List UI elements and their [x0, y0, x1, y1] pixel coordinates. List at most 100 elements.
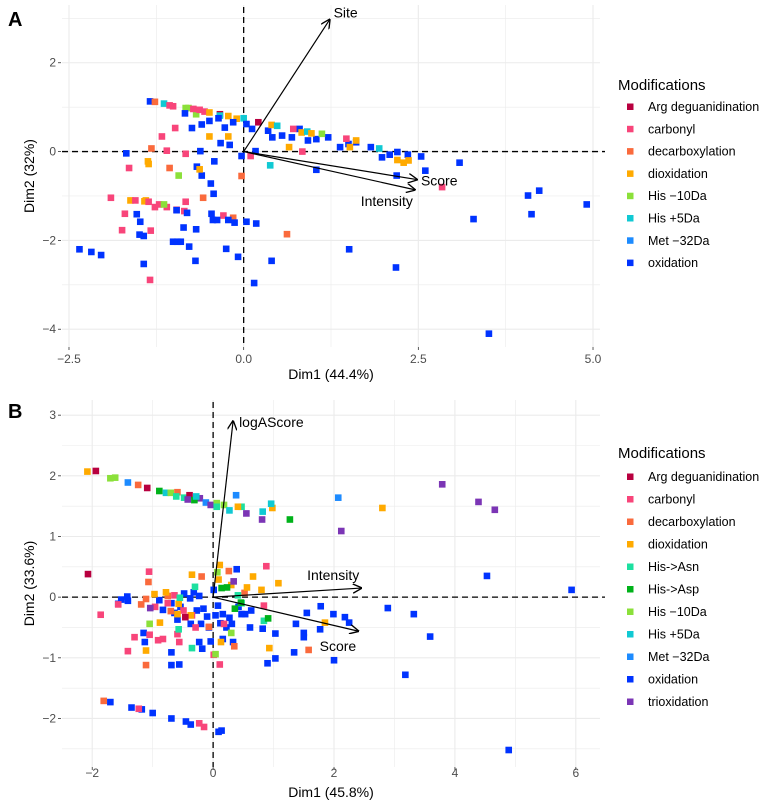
- data-point-oxidation: [324, 134, 332, 141]
- data-point-his-asp: [231, 605, 239, 612]
- data-point-carbonyl: [154, 636, 162, 644]
- data-point-oxidation: [218, 727, 225, 734]
- data-point-dioxidation: [269, 504, 276, 512]
- loading-vector-arrow: [243, 20, 330, 152]
- data-point-trioxidation: [230, 578, 237, 585]
- data-point-carbonyl: [438, 183, 446, 191]
- data-point-oxidation: [535, 187, 543, 194]
- data-point-oxidation: [213, 216, 221, 224]
- data-point-oxidation: [234, 253, 242, 261]
- data-point-oxidation: [410, 610, 418, 618]
- data-point-oxidation: [88, 248, 95, 256]
- data-point-decarboxylation: [199, 194, 207, 202]
- data-point-dioxidation: [234, 503, 242, 511]
- data-point-dioxidation: [346, 143, 354, 151]
- data-point-carbonyl: [97, 611, 104, 619]
- data-point-his-10da: [212, 650, 219, 658]
- data-point-oxidation: [180, 590, 188, 597]
- data-point-oxidation: [168, 715, 175, 722]
- data-point-dioxidation: [243, 584, 251, 591]
- data-point-his-asn: [260, 617, 268, 625]
- y-tick-label: 2: [49, 469, 56, 483]
- data-point-dioxidation: [227, 581, 235, 589]
- data-point-oxidation: [568, 586, 575, 594]
- data-point-oxidation: [345, 245, 353, 253]
- data-point-oxidation: [156, 596, 163, 604]
- x-tick-label: 2: [331, 766, 338, 780]
- loading-vector-arrow: [213, 588, 361, 598]
- y-tick-label: 2: [49, 56, 56, 70]
- legend-swatch: [627, 215, 634, 222]
- data-point-oxidation: [217, 139, 224, 147]
- loading-vector-arrow: [243, 150, 417, 180]
- x-tick-label: −2.5: [57, 352, 81, 366]
- data-point-carbonyl: [260, 602, 268, 609]
- data-point-oxidation: [259, 625, 266, 632]
- data-point-oxidation: [250, 279, 258, 287]
- legend-swatch: [627, 586, 634, 593]
- data-point-oxidation: [76, 245, 83, 253]
- x-tick-label: 2.5: [410, 352, 427, 366]
- data-point-oxidation: [207, 180, 215, 187]
- data-point-arg-deguanidination: [92, 467, 100, 475]
- loading-vector-label: Score: [320, 638, 357, 654]
- data-point-oxidation: [422, 167, 429, 174]
- data-point-decarboxylation: [142, 595, 150, 603]
- data-point-his-10da: [185, 104, 192, 112]
- data-point-dioxidation: [216, 561, 224, 569]
- data-point-oxidation: [226, 141, 233, 149]
- data-point-oxidation: [193, 607, 201, 614]
- data-point-oxidation: [195, 638, 203, 646]
- data-point-dioxidation: [217, 638, 225, 646]
- data-point-decarboxylation: [174, 488, 181, 496]
- data-point-oxidation: [393, 172, 400, 179]
- data-point-dioxidation: [405, 157, 412, 164]
- data-point-decarboxylation: [229, 214, 237, 222]
- data-point-decarboxylation: [205, 623, 213, 631]
- data-point-carbonyl: [151, 603, 159, 611]
- data-point-his-asn: [176, 594, 184, 602]
- data-point-dioxidation: [162, 588, 170, 596]
- data-point-his-5da: [267, 500, 275, 508]
- data-point-his-asn: [172, 493, 180, 500]
- data-point-trioxidation: [184, 496, 192, 503]
- data-point-oxidation: [211, 158, 218, 165]
- data-point-carbonyl: [131, 633, 138, 641]
- data-point-oxidation: [417, 153, 425, 160]
- data-point-oxidation: [197, 147, 204, 155]
- data-point-dioxidation: [352, 137, 360, 144]
- data-point-decarboxylation: [134, 481, 142, 489]
- data-point-oxidation: [228, 620, 236, 628]
- legend-item-label: Arg deguanidination: [648, 470, 759, 484]
- data-point-carbonyl: [163, 147, 171, 154]
- data-point-oxidation: [133, 210, 141, 218]
- data-point-dioxidation: [224, 133, 232, 140]
- data-point-his-asn: [191, 583, 199, 591]
- legend: Modifications Arg deguanidination carbonyl…: [618, 77, 759, 270]
- data-point-his-5da: [266, 162, 274, 169]
- data-point-oxidation: [392, 264, 400, 271]
- data-point-carbonyl: [125, 164, 133, 172]
- data-point-oxidation: [278, 132, 286, 139]
- data-point-oxidation: [272, 630, 279, 637]
- data-point-oxidation: [290, 649, 298, 656]
- data-point-carbonyl: [200, 723, 208, 731]
- data-point-oxidation: [195, 592, 203, 600]
- data-point-oxidation: [268, 257, 275, 265]
- data-point-oxidation: [248, 125, 256, 133]
- data-point-arg-deguanidination: [84, 570, 92, 578]
- data-point-oxidation: [208, 210, 215, 218]
- data-point-arg-deguanidination: [255, 118, 262, 126]
- data-point-dioxidation: [127, 197, 134, 204]
- legend: Modifications Arg deguanidination carbonyl…: [618, 445, 759, 709]
- data-point-oxidation: [300, 633, 308, 641]
- data-point-carbonyl: [192, 624, 199, 631]
- x-tick-label: 0: [210, 766, 217, 780]
- data-point-oxidation: [264, 127, 272, 134]
- data-point-dioxidation: [188, 571, 196, 579]
- data-point-met-32da: [232, 491, 240, 499]
- data-point-oxidation: [304, 137, 312, 144]
- data-point-carbonyl: [159, 635, 167, 643]
- data-point-oxidation: [173, 238, 181, 246]
- data-point-oxidation: [159, 606, 167, 614]
